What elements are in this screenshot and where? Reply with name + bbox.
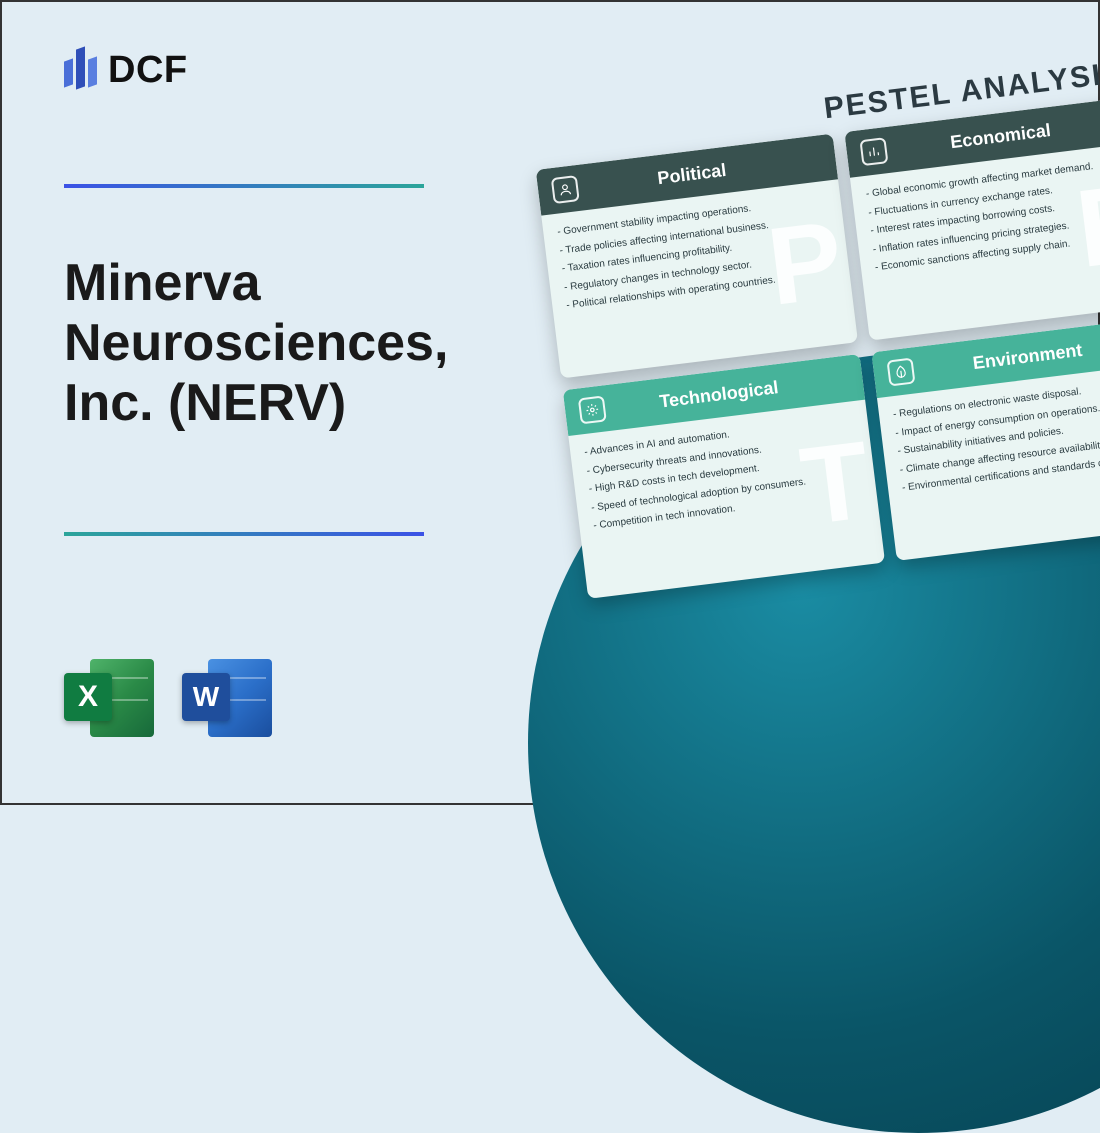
pestel-card-environment: Environment Regulations on electronic wa… — [871, 316, 1100, 561]
card-list: Government stability impacting operation… — [556, 191, 836, 316]
dcf-logo: DCF — [64, 44, 188, 96]
company-title: Minerva Neurosciences, Inc. (NERV) — [64, 254, 504, 433]
dcf-logo-text: DCF — [108, 49, 188, 92]
word-icon-letter: W — [182, 673, 230, 721]
pestel-card-technological: Technological Advances in AI and automat… — [563, 354, 885, 599]
card-list: Regulations on electronic waste disposal… — [892, 373, 1100, 498]
divider-top — [64, 184, 424, 188]
pestel-card-economical: Economical Global economic growth affect… — [844, 96, 1100, 341]
excel-icon-letter: X — [64, 673, 112, 721]
file-icons-row: X W — [64, 653, 272, 743]
pestel-graphic: PESTEL ANALYSIS Political Government sta… — [531, 54, 1100, 599]
word-icon[interactable]: W — [182, 653, 272, 743]
card-title: Environment — [923, 330, 1100, 379]
divider-bottom — [64, 532, 424, 536]
person-icon — [551, 175, 580, 204]
card-list: Global economic growth affecting market … — [865, 153, 1100, 278]
card-list: Advances in AI and automation.Cybersecur… — [583, 411, 863, 536]
gear-icon — [578, 395, 607, 424]
leaf-icon — [887, 358, 916, 387]
pestel-card-political: Political Government stability impacting… — [536, 134, 858, 379]
dcf-logo-icon — [64, 44, 98, 96]
pestel-grid: Political Government stability impacting… — [536, 96, 1100, 599]
bars-icon — [859, 137, 888, 166]
excel-icon[interactable]: X — [64, 653, 154, 743]
